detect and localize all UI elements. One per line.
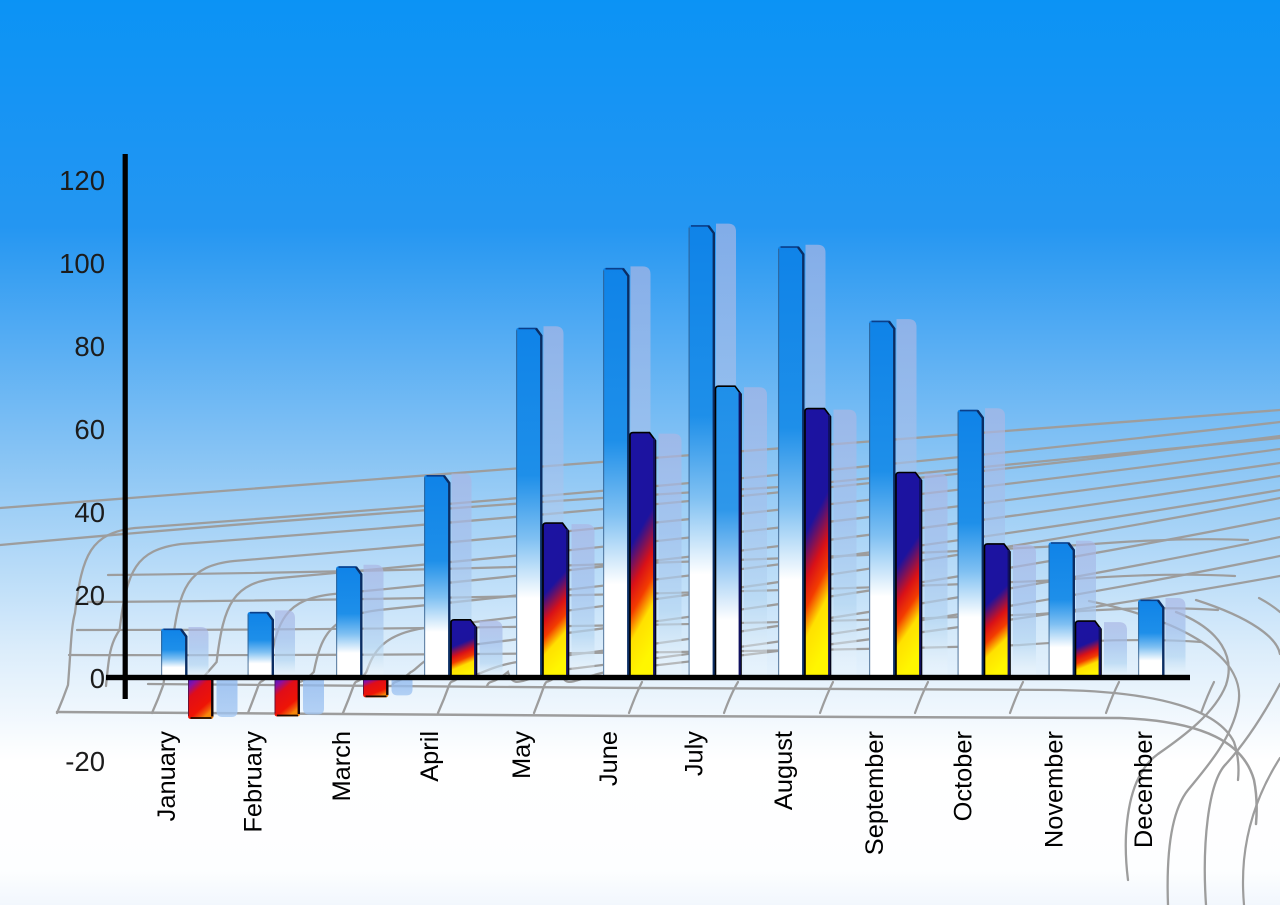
svg-text:April: April — [416, 731, 444, 782]
svg-text:June: June — [595, 731, 623, 786]
svg-text:100: 100 — [59, 248, 105, 279]
svg-text:May: May — [508, 731, 536, 779]
svg-text:January: January — [153, 731, 181, 822]
svg-text:0: 0 — [90, 663, 105, 694]
svg-text:80: 80 — [74, 331, 105, 362]
svg-text:July: July — [681, 731, 709, 776]
svg-text:-20: -20 — [65, 746, 105, 777]
svg-text:20: 20 — [74, 580, 105, 611]
svg-text:40: 40 — [74, 497, 105, 528]
svg-text:October: October — [950, 730, 978, 821]
svg-text:December: December — [1130, 730, 1158, 848]
svg-text:February: February — [240, 731, 268, 833]
svg-text:120: 120 — [59, 165, 105, 196]
svg-text:September: September — [861, 730, 889, 855]
svg-text:60: 60 — [74, 414, 105, 445]
svg-text:November: November — [1041, 730, 1069, 848]
svg-text:August: August — [770, 731, 798, 810]
svg-text:March: March — [328, 731, 356, 802]
